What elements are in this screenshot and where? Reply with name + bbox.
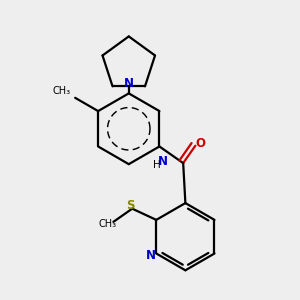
Text: N: N <box>124 77 134 90</box>
Text: N: N <box>158 155 167 168</box>
Text: CH₃: CH₃ <box>99 219 117 229</box>
Text: CH₃: CH₃ <box>53 86 71 96</box>
Text: O: O <box>195 137 205 150</box>
Text: N: N <box>146 249 156 262</box>
Text: S: S <box>126 199 135 212</box>
Text: H: H <box>153 160 160 170</box>
